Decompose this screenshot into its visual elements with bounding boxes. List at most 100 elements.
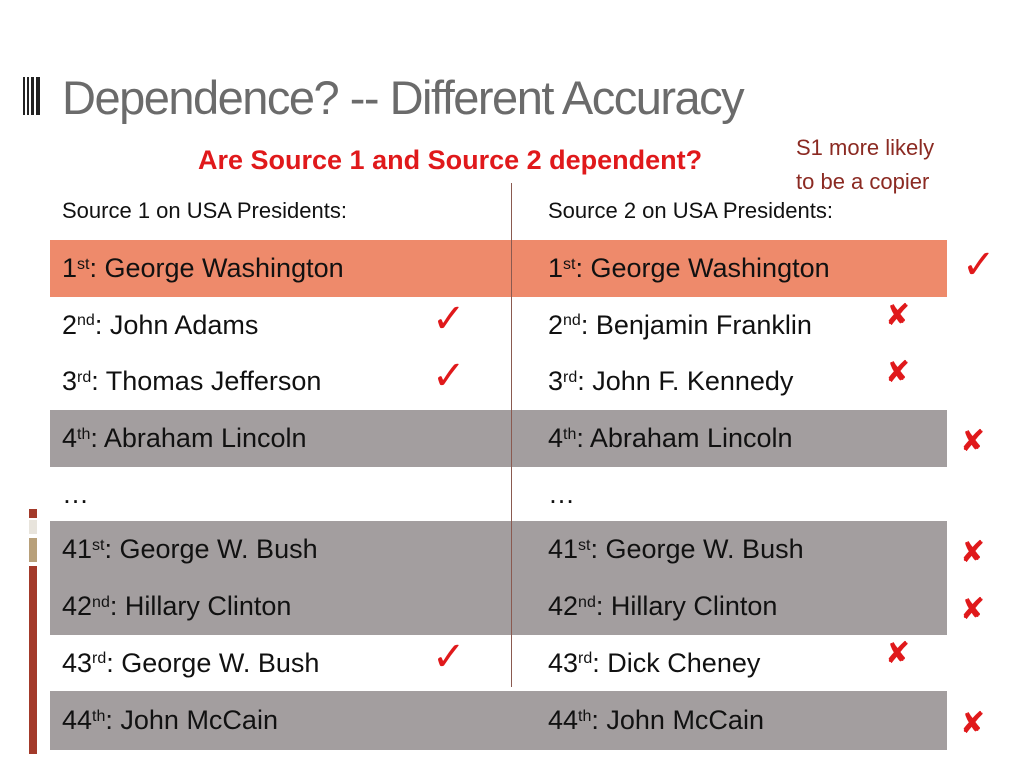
source1-cell-number: 42 [62, 591, 93, 621]
source2-cell-ordinal: th [578, 707, 592, 725]
table-row: …… [50, 467, 947, 521]
source1-cell-ordinal: th [77, 425, 91, 443]
check-mark-icon: ✓ [432, 352, 466, 399]
source2-cell-number: 41 [548, 534, 579, 564]
copier-note-line: to be a copier [796, 169, 930, 194]
source1-cell-number: … [62, 478, 89, 509]
source2-cell: … [548, 467, 575, 521]
source2-cell-ordinal: nd [578, 593, 596, 611]
cross-mark-icon: ✘ [885, 298, 911, 333]
source1-cell-ordinal: nd [77, 312, 95, 329]
cross-mark-icon: ✘ [960, 591, 986, 627]
cross-mark-icon: ✘ [885, 354, 911, 390]
cross-mark-icon: ✘ [960, 423, 986, 459]
source1-header: Source 1 on USA Presidents: [62, 197, 347, 223]
source2-cell-number: 1 [548, 253, 564, 283]
check-mark-icon: ✓ [432, 296, 466, 342]
source2-cell-number: 42 [548, 591, 579, 621]
source2-cell-number: 4 [548, 423, 564, 453]
check-mark-icon: ✓ [962, 241, 996, 288]
source1-cell-number: 1 [62, 253, 78, 283]
source2-cell-ordinal: rd [563, 368, 578, 386]
source1-cell-number: 43 [62, 647, 93, 678]
cross-mark-icon: ✘ [960, 705, 986, 741]
source1-cell-ordinal: st [77, 255, 90, 273]
source2-cell-ordinal: nd [563, 312, 581, 329]
source2-cell-number: 3 [548, 366, 564, 396]
source1-cell-ordinal: st [92, 536, 105, 554]
source2-cell-ordinal: th [563, 425, 577, 443]
source2-cell-name: : John McCain [591, 705, 764, 735]
table-header-row: Source 1 on USA Presidents: Source 2 on … [50, 183, 947, 238]
source1-cell-ordinal: nd [92, 593, 110, 611]
source1-cell-number: 3 [62, 366, 78, 396]
source1-cell-name: : Hillary Clinton [109, 591, 292, 621]
source1-cell-ordinal: th [92, 707, 106, 725]
source1-cell-name: : George W. Bush [104, 534, 318, 564]
source1-cell-number: 2 [62, 309, 78, 340]
source1-cell-number: 44 [62, 705, 93, 735]
source2-cell-number: … [548, 478, 575, 509]
side-decoration [29, 566, 37, 754]
source1-cell: … [62, 467, 89, 521]
side-decoration [29, 538, 37, 562]
source2-cell-number: 2 [548, 309, 564, 340]
source1-cell-name: : George Washington [89, 253, 344, 283]
source2-cell-name: : George Washington [575, 253, 830, 283]
source1-cell-name: : Abraham Lincoln [90, 423, 307, 453]
source1-cell-name: : John Adams [94, 309, 259, 340]
source2-header: Source 2 on USA Presidents: [548, 197, 833, 223]
copier-note-line: S1 more likely [796, 135, 935, 160]
source1-cell-name: : John McCain [105, 705, 278, 735]
source1-cell-name: : Thomas Jefferson [91, 366, 322, 396]
source1-cell-ordinal: rd [77, 368, 92, 386]
copier-note: S1 more likely to be a copier [796, 131, 996, 199]
source1-cell-number: 41 [62, 534, 93, 564]
source2-cell-name: : Hillary Clinton [595, 591, 778, 621]
source2-cell-number: 44 [548, 705, 579, 735]
source2-cell-name: : Abraham Lincoln [576, 423, 793, 453]
source1-cell-number: 4 [62, 423, 78, 453]
slide-title: Dependence? -- Different Accuracy [62, 71, 745, 124]
source2-cell-name: : John F. Kennedy [577, 366, 794, 396]
source2-cell-number: 43 [548, 647, 579, 678]
cross-mark-icon: ✘ [885, 636, 911, 671]
source1-cell-name: : George W. Bush [106, 647, 320, 678]
check-mark-icon: ✓ [432, 634, 466, 680]
side-decoration [29, 509, 37, 518]
source2-cell-ordinal: st [563, 255, 576, 273]
title-bullet-icon [23, 77, 40, 115]
source2-cell-name: : George W. Bush [590, 534, 804, 564]
source2-cell-ordinal: rd [578, 650, 593, 667]
cross-mark-icon: ✘ [960, 534, 986, 570]
side-decoration [29, 520, 37, 534]
source2-cell-name: : Dick Cheney [592, 647, 761, 678]
source2-cell-name: : Benjamin Franklin [580, 309, 812, 340]
column-divider [511, 183, 512, 687]
source1-cell-ordinal: rd [92, 650, 107, 667]
